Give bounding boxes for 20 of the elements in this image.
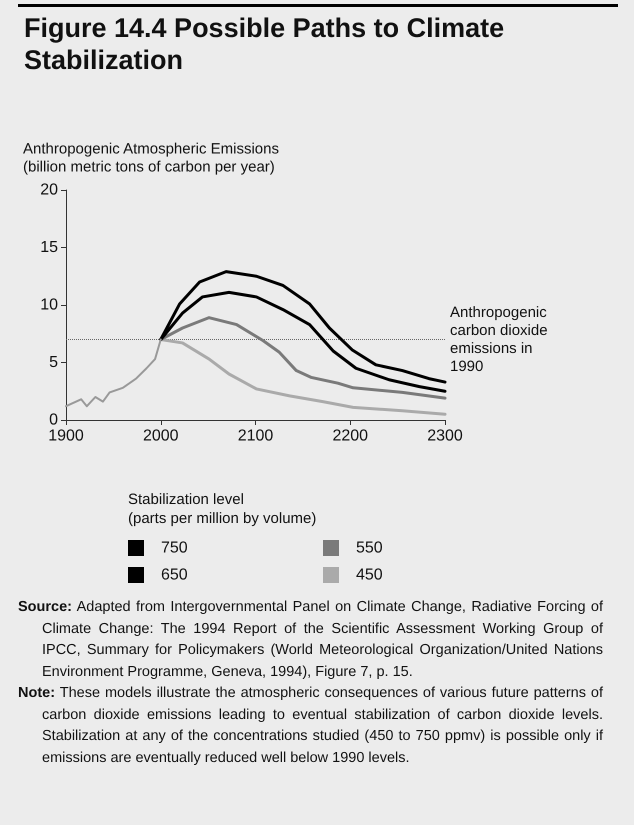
legend-label: 750 [161,540,188,556]
x-tick-label: 2100 [238,428,274,444]
y-tick-label: 20 [40,182,58,198]
x-tick-label: 2200 [332,428,368,444]
y-tick-label: 10 [40,296,58,314]
y-tick-label: 15 [40,239,58,256]
legend-title: Stabilization level (parts per million by volume) [128,491,316,527]
legend-label: 650 [161,566,188,584]
x-tick-label: 2000 [142,428,179,444]
x-tick-label: 2300 [427,428,463,444]
legend-label: 550 [356,540,383,556]
ref-line-label: Anthropogenic carbon dioxide emissions in 1990 [450,304,552,375]
chart-title: Figure 14.4 Possible Paths to Climate Stabilization [24,12,506,76]
legend-label: 450 [356,566,383,584]
x-tick-label: 1900 [48,428,84,444]
y-tick-label: 0 [49,412,58,428]
text: Note: These models illustrate the atmospheric consequences of various future patterns of carbon dioxide emissions leading to eventual stabilization of carbon dioxide levels. Stabilization at any of the concentrations studied (450 to 750 ppmv) is possible only if emissions are eventually reduced well below 1990 levels. [18,684,603,768]
y-tick-label: 5 [49,354,58,371]
source-note: Source: Adapted from Intergovernmental Panel on Climate Change, Radiative Forcing of Climate Change: The 1994 Report of the Scientific Assessment Working Group of IPCC, Summary for Policymakers (World Meteorological Organization/United Nations Environment Programme, Geneva, 1994), Figure 7, p. 15. [18,598,603,682]
y-axis-title: Anthropogenic Atmospheric Emissions (billion metric tons of carbon per year) [23,140,279,176]
